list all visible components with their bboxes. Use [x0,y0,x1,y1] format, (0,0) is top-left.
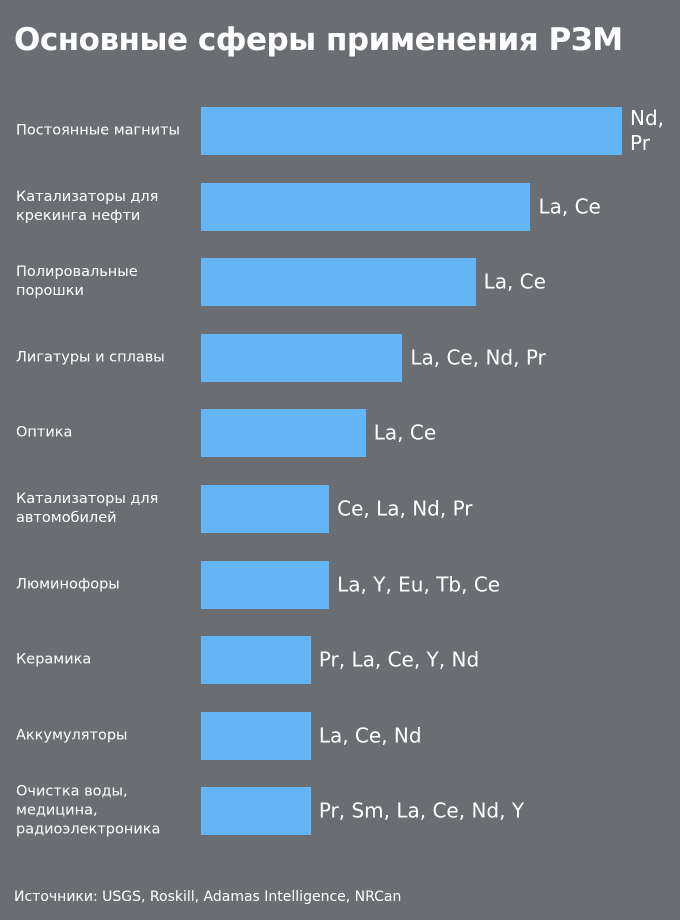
category-label: Постоянные магниты [16,122,180,139]
bar-annotation: La, Ce, Nd, Pr [410,345,546,370]
bar [201,711,311,760]
bar [201,560,330,609]
bar-annotation: La, Ce [373,420,437,445]
category-label: Аккумуляторы [16,727,128,744]
bar [201,182,531,231]
category-label: Очистка воды, медицина, радиоэлектроника [16,783,161,838]
bar-annotation: Pr, La, Ce, Y, Nd [318,647,480,672]
bar [201,107,622,155]
category-label: Катализаторы для автомобилей [16,491,159,526]
bar [201,636,311,685]
bar-annotation: Nd, Pr [630,106,665,155]
category-label: Керамика [16,651,92,668]
bar-annotation: Ce, La, Nd, Pr [337,496,473,521]
bar [201,485,330,533]
category-label: Лигатуры и сплавы [16,349,165,366]
bar [201,409,366,458]
bar-annotation: La, Y, Eu, Tb, Ce [337,572,501,597]
bar [201,333,403,382]
bar-annotation: La, Ce [538,194,601,219]
bar [201,787,311,836]
chart-title: Основные сферы применения РЗМ [14,22,623,58]
category-label: Оптика [16,424,73,441]
source-note: Источники: USGS, Roskill, Adamas Intelli… [14,889,402,905]
bar-annotation: Pr, Sm, La, Ce, Nd, Y [318,798,525,823]
bar-annotation: La, Ce, Nd [318,723,422,748]
bar-annotation: La, Ce [483,269,546,294]
category-label: Люминофоры [16,576,120,593]
category-label: Полировальные порошки [16,264,138,300]
bar [201,258,476,307]
category-label: Катализаторы для крекинга нефти [16,188,159,224]
